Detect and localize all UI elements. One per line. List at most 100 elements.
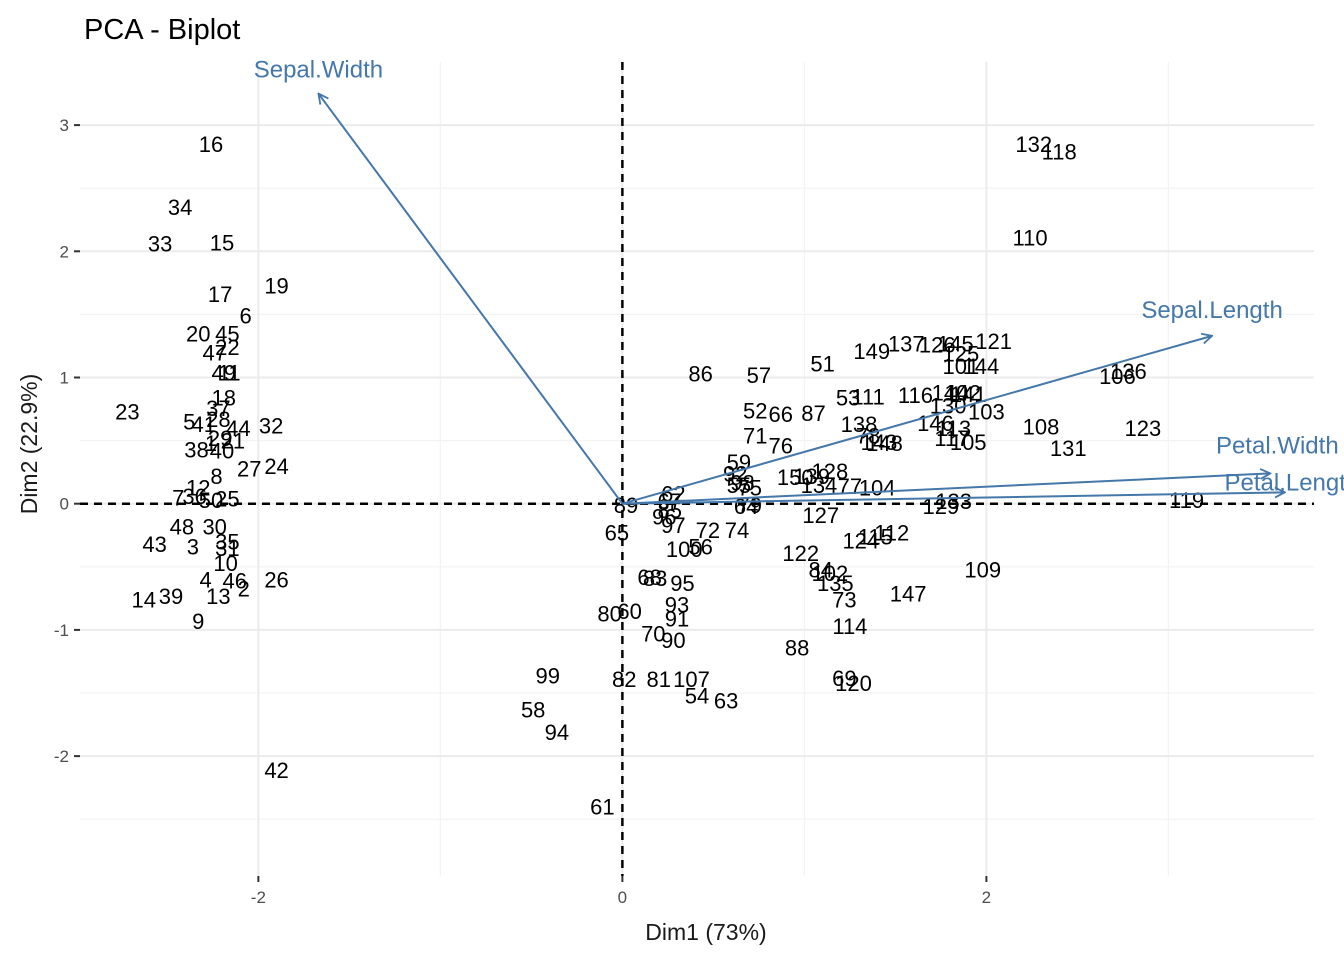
point-label: 4 xyxy=(199,567,211,592)
point-label: 140 xyxy=(932,381,969,406)
y-tick-label: 1 xyxy=(60,369,69,388)
point-label: 47 xyxy=(202,340,226,365)
point-label: 149 xyxy=(853,339,890,364)
point-label: 90 xyxy=(661,628,685,653)
point-label: 31 xyxy=(215,536,239,561)
point-label: 93 xyxy=(665,593,689,618)
point-label: 49 xyxy=(212,360,236,385)
point-label: 147 xyxy=(890,581,927,606)
point-label: 76 xyxy=(768,434,792,459)
chart-title: PCA - Biplot xyxy=(84,14,240,46)
point-label: 75 xyxy=(738,475,762,500)
point-label: 53 xyxy=(836,386,860,411)
point-label: 36 xyxy=(182,484,206,509)
point-label: 3 xyxy=(187,535,199,560)
point-label: 107 xyxy=(673,667,710,692)
point-label: 105 xyxy=(950,430,987,455)
point-label: 125 xyxy=(943,342,980,367)
point-label: 63 xyxy=(714,689,738,714)
point-label: 123 xyxy=(1125,416,1162,441)
point-label: 45 xyxy=(215,321,239,346)
point-label: 128 xyxy=(812,459,849,484)
point-label: 142 xyxy=(944,381,981,406)
x-tick-label: -2 xyxy=(251,888,266,907)
point-label: 61 xyxy=(590,795,614,820)
point-label: 127 xyxy=(802,503,839,528)
point-label: 18 xyxy=(212,386,236,411)
point-label: 8 xyxy=(210,464,222,489)
point-label: 121 xyxy=(975,329,1012,354)
x-tick-label: 2 xyxy=(982,888,991,907)
point-label: 74 xyxy=(725,518,749,543)
point-label: 131 xyxy=(1050,436,1087,461)
point-label: 73 xyxy=(832,588,856,613)
point-label: 30 xyxy=(202,514,226,539)
y-axis-title: Dim2 (22.9%) xyxy=(16,374,42,515)
point-label: 48 xyxy=(170,514,194,539)
point-label: 19 xyxy=(264,273,288,298)
point-label: 14 xyxy=(131,588,155,613)
point-label: 2 xyxy=(238,576,250,601)
point-label: 32 xyxy=(259,413,283,438)
point-label: 104 xyxy=(859,475,896,500)
point-label: 28 xyxy=(206,407,230,432)
x-tick-label: 0 xyxy=(618,888,627,907)
minor-gridlines xyxy=(80,62,1314,876)
point-label: 17 xyxy=(208,282,232,307)
point-label: 40 xyxy=(210,439,234,464)
point-label: 52 xyxy=(743,398,767,423)
point-label: 57 xyxy=(747,363,771,388)
point-label: 5 xyxy=(183,410,195,435)
point-label: 66 xyxy=(768,402,792,427)
point-label: 99 xyxy=(536,663,560,688)
point-label: 68 xyxy=(637,565,661,590)
point-label: 118 xyxy=(1042,140,1077,165)
point-label: 51 xyxy=(810,352,834,377)
point-label: 41 xyxy=(192,412,216,437)
point-label: 72 xyxy=(696,518,720,543)
point-label: 1 xyxy=(205,431,217,456)
point-label: 117 xyxy=(934,426,969,451)
point-label: 70 xyxy=(641,622,665,647)
point-label: 20 xyxy=(186,321,210,346)
point-label: 38 xyxy=(184,437,208,462)
point-label: 96 xyxy=(652,504,676,529)
point-label: 82 xyxy=(612,667,636,692)
point-label: 101 xyxy=(943,354,980,379)
point-label: 37 xyxy=(206,396,230,421)
point-label: 144 xyxy=(963,354,1000,379)
point-label: 110 xyxy=(1013,225,1048,250)
variable-label: Sepal.Length xyxy=(1141,297,1282,324)
point-label: 94 xyxy=(545,720,569,745)
point-label: 91 xyxy=(665,607,689,632)
point-label: 109 xyxy=(964,557,1001,582)
point-label: 77 xyxy=(838,474,862,499)
point-label: 16 xyxy=(199,132,223,157)
point-label: 25 xyxy=(215,487,239,512)
point-label: 88 xyxy=(785,636,809,661)
point-label: 83 xyxy=(643,566,667,591)
axis-ticks: -2 0 2 -2 -1 0 1 2 3 xyxy=(54,116,991,907)
point-label: 137 xyxy=(888,331,925,356)
point-label: 60 xyxy=(617,599,641,624)
point-label: 84 xyxy=(809,557,833,582)
y-tick-label: -2 xyxy=(54,747,69,766)
point-label: 33 xyxy=(148,232,172,257)
point-label: 6 xyxy=(240,304,252,329)
point-label: 132 xyxy=(1015,132,1052,157)
point-label: 113 xyxy=(936,416,971,441)
point-label: 150 xyxy=(777,465,814,490)
point-label: 55 xyxy=(727,473,751,498)
point-label: 108 xyxy=(1023,415,1060,440)
point-label: 124 xyxy=(842,528,879,553)
variable-label: Petal.Length xyxy=(1224,469,1344,496)
point-label: 115 xyxy=(858,525,893,550)
y-tick-label: -1 xyxy=(54,621,69,640)
point-label: 46 xyxy=(222,569,246,594)
variable-arrow xyxy=(622,492,1285,505)
point-label: 13 xyxy=(206,584,230,609)
y-tick-label: 0 xyxy=(60,495,69,514)
point-label: 43 xyxy=(142,532,166,557)
x-axis-title: Dim1 (73%) xyxy=(645,919,766,945)
point-label: 42 xyxy=(264,758,288,783)
